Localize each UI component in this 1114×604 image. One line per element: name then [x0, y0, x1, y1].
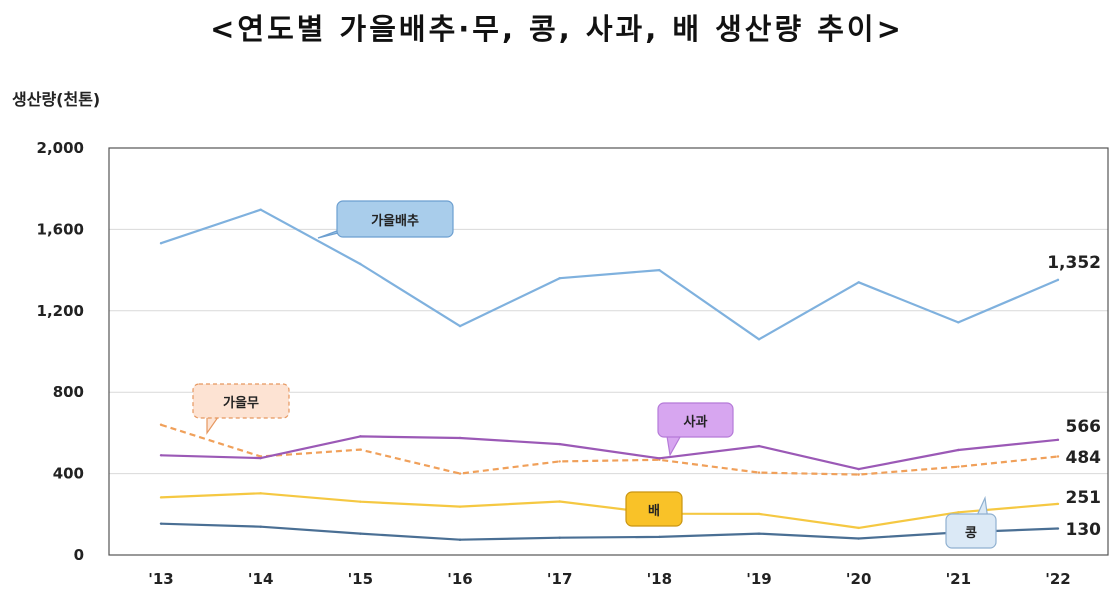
end-label-pear: 251 [1066, 488, 1102, 508]
data-point-pear [757, 512, 761, 516]
data-point-cabbage [757, 338, 761, 341]
data-point-apple [558, 442, 561, 446]
data-point-pear [857, 526, 860, 530]
data-point-cabbage [159, 242, 163, 245]
x-tick-label: '22 [1045, 570, 1070, 588]
data-point-radish [1056, 455, 1060, 458]
series-lines [159, 208, 1060, 541]
data-point-cabbage [359, 262, 362, 266]
callout-box [625, 491, 683, 527]
callout-box [336, 200, 454, 238]
callout-box [945, 513, 997, 549]
y-axis-label: 생산량(천톤) [12, 90, 101, 109]
x-tick-label: '20 [846, 570, 871, 588]
data-point-radish [757, 471, 761, 474]
end-label-soybean: 130 [1066, 520, 1102, 540]
series-line-cabbage [160, 208, 1059, 341]
y-tick-label: 1,600 [37, 220, 84, 238]
callout-label-pear: 배 [648, 503, 660, 519]
callout-label-cabbage: 가을배추 [371, 213, 419, 229]
x-tick-label: '19 [746, 570, 771, 588]
data-point-radish [558, 460, 561, 463]
y-tick-label: 400 [53, 465, 84, 483]
data-point-soybean [857, 537, 860, 540]
y-tick-labels: 0 400 800 1,200 1,600 2,000 [37, 139, 84, 564]
data-point-pear [159, 496, 163, 499]
grid-lines [109, 228, 1108, 475]
series-line-apple [160, 435, 1059, 471]
x-tick-label: '13 [148, 570, 173, 588]
callout-label-apple: 사과 [684, 414, 708, 430]
x-tick-label: '17 [547, 570, 572, 588]
plot-area-border [108, 147, 1109, 556]
data-point-apple [159, 454, 163, 457]
data-point-apple [259, 456, 262, 460]
series-line-soybean [160, 522, 1059, 541]
callout-radish: 가을무 [192, 383, 290, 435]
callout-apple: 사과 [657, 402, 734, 457]
data-point-apple [458, 436, 462, 440]
data-point-apple [359, 435, 362, 438]
data-point-radish [159, 423, 163, 426]
data-point-pear [1056, 502, 1060, 506]
data-point-cabbage [1056, 278, 1060, 282]
y-tick-label: 2,000 [37, 139, 84, 157]
data-point-pear [558, 500, 561, 503]
data-point-apple [757, 444, 761, 448]
x-tick-label: '14 [248, 570, 273, 588]
series-line-pear [160, 492, 1059, 530]
data-point-radish [359, 448, 362, 451]
end-label-radish: 484 [1066, 448, 1102, 468]
y-tick-label: 0 [74, 546, 84, 564]
data-point-apple [857, 467, 860, 471]
data-point-pear [259, 492, 262, 495]
data-point-cabbage [259, 208, 262, 211]
callout-cabbage: 가을배추 [317, 200, 454, 239]
data-point-soybean [359, 532, 362, 535]
data-point-radish [458, 472, 462, 475]
callout-pear: 배 [625, 491, 683, 527]
callout-box [657, 402, 734, 438]
data-point-cabbage [857, 281, 860, 284]
x-tick-label: '16 [447, 570, 472, 588]
data-point-soybean [757, 532, 761, 535]
end-label-cabbage: 1,352 [1047, 253, 1101, 273]
data-point-apple [957, 448, 960, 452]
data-point-apple [1056, 438, 1060, 442]
data-point-soybean [458, 538, 462, 541]
data-point-apple [658, 457, 661, 460]
data-point-soybean [658, 535, 661, 539]
x-tick-label: '18 [647, 570, 672, 588]
data-point-pear [957, 511, 960, 514]
data-point-cabbage [658, 268, 661, 272]
data-point-soybean [159, 522, 163, 525]
callout-label-radish: 가을무 [223, 395, 259, 411]
x-tick-label: '15 [348, 570, 373, 588]
data-point-cabbage [957, 321, 960, 324]
x-tick-label: '21 [946, 570, 971, 588]
end-label-apple: 566 [1066, 417, 1102, 437]
end-value-labels: 1,352 484 566 251 130 [1047, 253, 1101, 540]
data-point-pear [458, 505, 462, 508]
data-point-radish [857, 473, 860, 476]
chart-title: <연도별 가을배추·무, 콩, 사과, 배 생산량 추이> [210, 12, 904, 46]
data-point-soybean [558, 536, 561, 539]
data-point-pear [359, 500, 362, 503]
y-tick-label: 1,200 [37, 302, 84, 320]
data-point-soybean [259, 525, 262, 528]
callout-soybean: 콩 [945, 495, 997, 549]
data-point-cabbage [458, 324, 462, 328]
data-point-radish [957, 465, 960, 468]
x-tick-labels: '13 '14 '15 '16 '17 '18 '19 '20 '21 '22 [148, 570, 1070, 588]
series-line-radish [160, 423, 1059, 476]
y-tick-label: 800 [53, 383, 84, 401]
callout-label-soybean: 콩 [965, 526, 977, 541]
data-point-cabbage [558, 277, 561, 280]
data-point-soybean [1056, 527, 1060, 530]
